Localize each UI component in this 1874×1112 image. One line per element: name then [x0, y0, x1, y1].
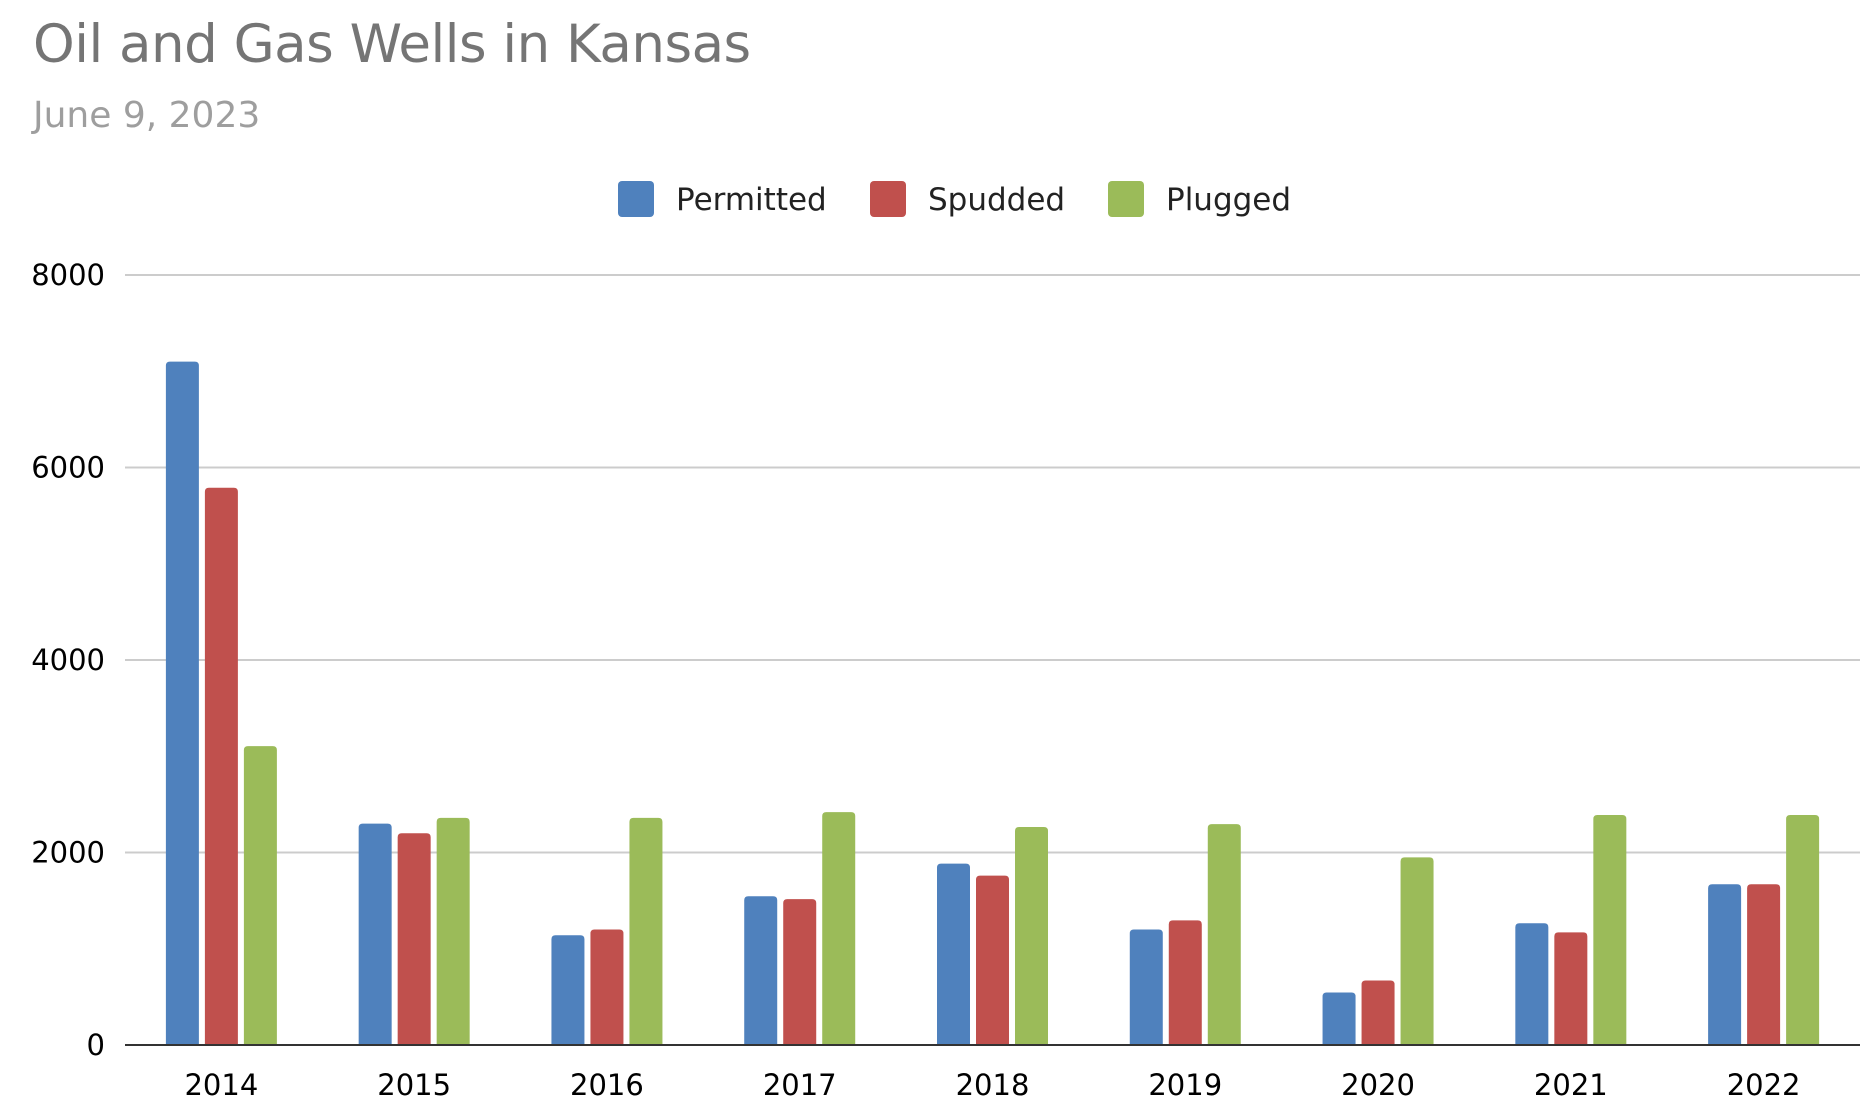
y-tick-label: 0: [87, 1028, 105, 1062]
bar-permitted-2022: [1708, 884, 1742, 1045]
bar-plugged-2018: [1015, 826, 1048, 1045]
bar-permitted-2016: [551, 935, 585, 1045]
x-tick-label: 2022: [1727, 1068, 1801, 1102]
bar-permitted-2018: [937, 863, 970, 1045]
x-tick-label: 2015: [377, 1068, 451, 1102]
bar-permitted-2020: [1322, 992, 1356, 1045]
bar-spudded-2017: [783, 899, 817, 1045]
legend-swatch-spudded: [870, 181, 906, 217]
legend-swatch-permitted: [618, 181, 654, 217]
x-tick-label: 2014: [184, 1068, 258, 1102]
bar-spudded-2016: [590, 929, 624, 1045]
bar-plugged-2017: [822, 812, 856, 1045]
bar-plugged-2022: [1786, 814, 1820, 1045]
bar-plugged-2016: [629, 817, 663, 1045]
bar-permitted-2021: [1515, 923, 1549, 1045]
bar-spudded-2018: [976, 875, 1009, 1045]
legend-label-permitted: Permitted: [676, 182, 827, 218]
bar-plugged-2014: [243, 746, 277, 1045]
bar-plugged-2019: [1207, 824, 1241, 1045]
y-tick-label: 6000: [31, 451, 105, 485]
x-tick-label: 2018: [956, 1068, 1030, 1102]
y-axis: 0 2000 4000 6000 8000: [31, 258, 105, 1062]
x-tick-label: 2021: [1534, 1068, 1608, 1102]
legend: Permitted Spudded Plugged: [618, 181, 1291, 218]
bar-spudded-2014: [204, 487, 238, 1045]
chart-title: Oil and Gas Wells in Kansas: [33, 14, 751, 75]
x-axis: 2014 2015 2016 2017 2018 2019 2020 2021 2022: [125, 1044, 1860, 1102]
bar-plugged-2021: [1593, 814, 1627, 1045]
bar-spudded-2022: [1747, 884, 1781, 1045]
y-tick-label: 2000: [31, 836, 105, 870]
bar-permitted-2014: [165, 361, 199, 1045]
x-tick-label: 2016: [570, 1068, 644, 1102]
bar-permitted-2015: [358, 823, 392, 1045]
bar-spudded-2021: [1554, 932, 1588, 1045]
gridlines: [125, 274, 1860, 854]
legend-label-plugged: Plugged: [1166, 182, 1291, 218]
y-tick-label: 4000: [31, 643, 105, 677]
bar-spudded-2019: [1168, 920, 1202, 1045]
bar-plugged-2020: [1400, 857, 1434, 1045]
bar-permitted-2019: [1129, 929, 1163, 1045]
bar-permitted-2017: [744, 896, 778, 1045]
legend-swatch-plugged: [1108, 181, 1144, 217]
bar-spudded-2020: [1361, 980, 1395, 1045]
chart-subtitle: June 9, 2023: [33, 95, 261, 136]
x-tick-label: 2020: [1341, 1068, 1415, 1102]
bar-plugged-2015: [436, 817, 470, 1045]
bar-spudded-2015: [397, 833, 431, 1045]
x-tick-label: 2017: [763, 1068, 837, 1102]
x-tick-label: 2019: [1148, 1068, 1222, 1102]
y-tick-label: 8000: [31, 258, 105, 292]
legend-label-spudded: Spudded: [928, 182, 1065, 218]
bars: [165, 361, 1820, 1045]
